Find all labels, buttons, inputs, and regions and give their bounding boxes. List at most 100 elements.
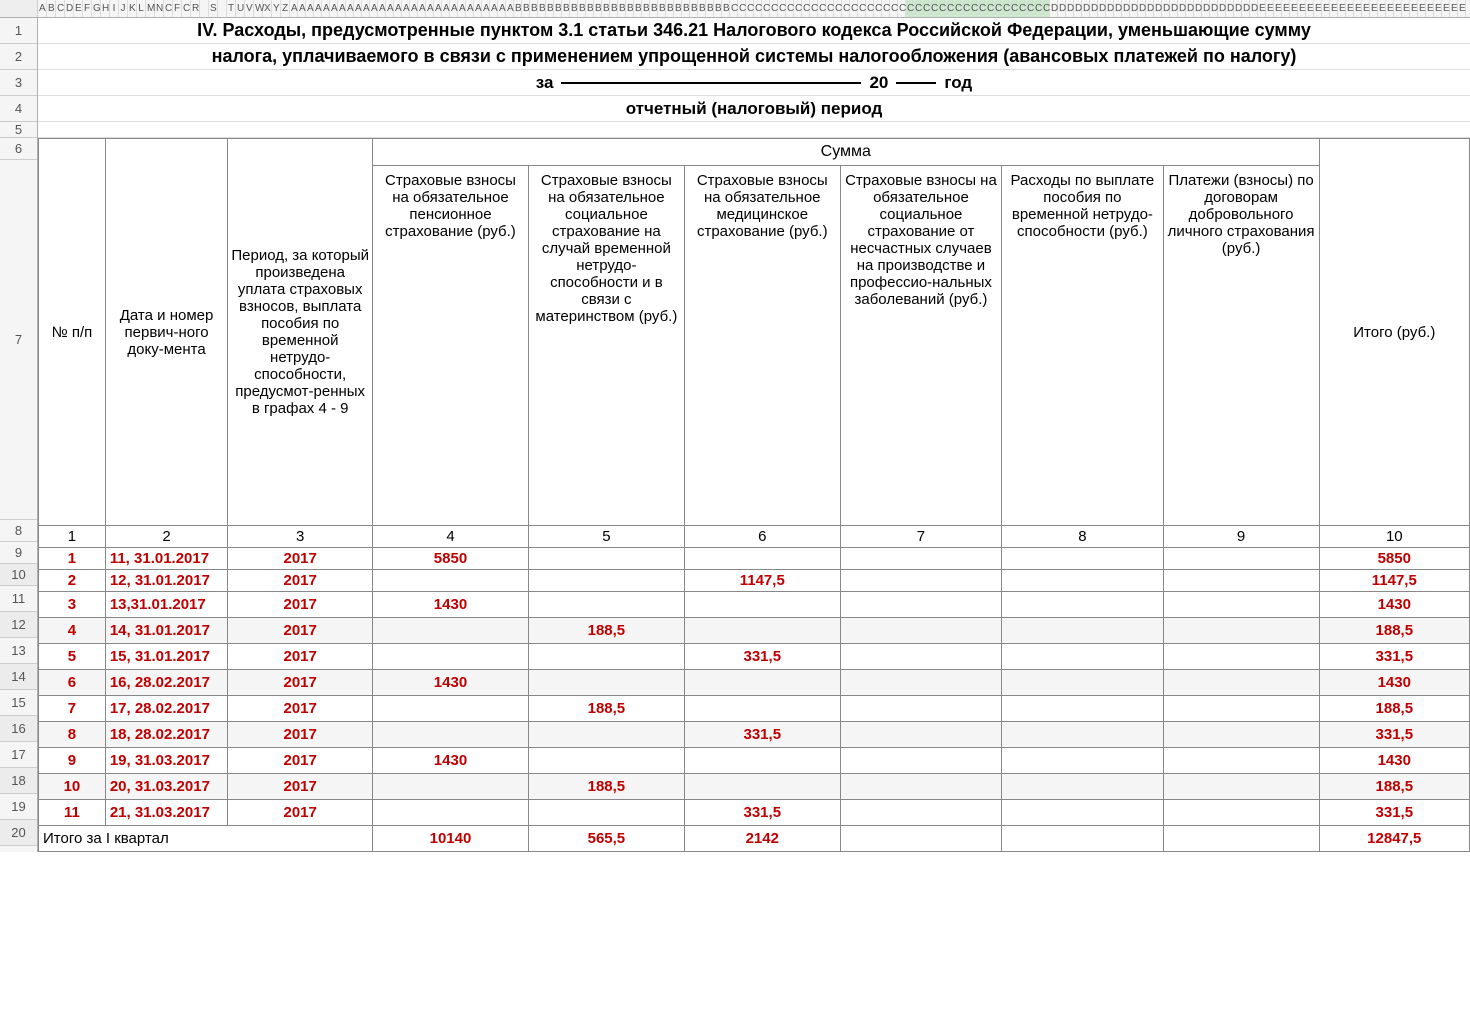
col-letter[interactable]: T — [227, 0, 236, 17]
col-letter[interactable]: E — [1458, 0, 1466, 17]
col-letter[interactable]: C — [850, 0, 858, 17]
col-letter[interactable]: C — [794, 0, 802, 17]
cell[interactable] — [1163, 722, 1319, 748]
cell[interactable] — [1163, 696, 1319, 722]
col-letter[interactable]: B — [626, 0, 634, 17]
col-letter[interactable]: B — [714, 0, 722, 17]
col-letter[interactable]: E — [1418, 0, 1426, 17]
subtotal-cell[interactable] — [1163, 826, 1319, 852]
col-letter[interactable]: B — [618, 0, 626, 17]
col-letter[interactable]: C — [730, 0, 738, 17]
cell[interactable]: 2017 — [228, 774, 373, 800]
col-letter[interactable]: E — [1442, 0, 1450, 17]
col-letter[interactable]: E — [1354, 0, 1362, 17]
col-letter[interactable]: A — [410, 0, 418, 17]
col-letter[interactable]: C — [970, 0, 978, 17]
col-letter[interactable]: D — [1170, 0, 1178, 17]
col-letter[interactable]: E — [1402, 0, 1410, 17]
cell[interactable] — [840, 644, 1001, 670]
col-letter[interactable]: M — [146, 0, 155, 17]
col-letter[interactable]: A — [290, 0, 298, 17]
col-letter[interactable]: D — [1250, 0, 1258, 17]
cell[interactable] — [1002, 644, 1163, 670]
col-letter[interactable]: E — [1378, 0, 1386, 17]
cell[interactable] — [528, 722, 684, 748]
col-letter[interactable]: C — [826, 0, 834, 17]
subtotal-cell[interactable]: 12847,5 — [1319, 826, 1469, 852]
cell[interactable]: 188,5 — [528, 618, 684, 644]
col-letter[interactable]: B — [650, 0, 658, 17]
cell[interactable]: 2 — [39, 570, 106, 592]
col-letter[interactable]: C — [1018, 0, 1026, 17]
cell[interactable]: 8 — [39, 722, 106, 748]
col-letter[interactable]: K — [128, 0, 137, 17]
col-letter[interactable]: C — [962, 0, 970, 17]
row-number[interactable]: 7 — [0, 160, 37, 520]
col-letter[interactable]: C — [978, 0, 986, 17]
col-letter[interactable]: E — [1266, 0, 1274, 17]
col-letter[interactable]: E — [1386, 0, 1394, 17]
col-letter[interactable]: C — [802, 0, 810, 17]
col-letter[interactable]: D — [1058, 0, 1066, 17]
cell[interactable] — [684, 618, 840, 644]
col-letter[interactable]: E — [1306, 0, 1314, 17]
expenses-table[interactable]: № п/п Дата и номер первич-ного доку-мент… — [38, 138, 1470, 852]
col-letter[interactable]: C — [1042, 0, 1050, 17]
col-letter[interactable]: C — [164, 0, 173, 17]
col-letter[interactable]: D — [1130, 0, 1138, 17]
col-letter[interactable]: C — [762, 0, 770, 17]
col-letter[interactable]: E — [1410, 0, 1418, 17]
table-row[interactable]: 818, 28.02.20172017331,5331,5 — [39, 722, 1470, 748]
col-letter[interactable]: A — [402, 0, 410, 17]
cell[interactable] — [528, 592, 684, 618]
cell[interactable]: 188,5 — [528, 774, 684, 800]
cell[interactable] — [1163, 748, 1319, 774]
cell[interactable] — [528, 800, 684, 826]
sheet-area[interactable]: IV. Расходы, предусмотренные пунктом 3.1… — [38, 18, 1470, 852]
col-letter[interactable]: A — [338, 0, 346, 17]
col-letter[interactable]: A — [498, 0, 506, 17]
col-letter[interactable]: A — [442, 0, 450, 17]
row-number[interactable]: 8 — [0, 520, 37, 542]
col-letter[interactable]: C — [842, 0, 850, 17]
row-number[interactable]: 11 — [0, 586, 37, 612]
col-letter[interactable]: C — [818, 0, 826, 17]
row-number[interactable]: 10 — [0, 564, 37, 586]
col-letter[interactable]: A — [394, 0, 402, 17]
row-number[interactable]: 4 — [0, 96, 37, 122]
col-letter[interactable]: E — [1370, 0, 1378, 17]
col-letter[interactable]: C — [994, 0, 1002, 17]
cell[interactable] — [1002, 592, 1163, 618]
cell[interactable] — [840, 570, 1001, 592]
col-letter[interactable]: B — [562, 0, 570, 17]
col-letter[interactable]: C — [754, 0, 762, 17]
col-letter[interactable]: A — [370, 0, 378, 17]
cell[interactable] — [373, 774, 529, 800]
subtotal-row[interactable]: Итого за I квартал10140565,5214212847,5 — [39, 826, 1470, 852]
table-row[interactable]: 1121, 31.03.20172017331,5331,5 — [39, 800, 1470, 826]
col-letter[interactable]: C — [778, 0, 786, 17]
col-letter[interactable]: B — [698, 0, 706, 17]
col-letter[interactable]: D — [1090, 0, 1098, 17]
col-letter[interactable]: D — [1162, 0, 1170, 17]
col-letter[interactable]: C — [986, 0, 994, 17]
col-letter[interactable]: E — [1322, 0, 1330, 17]
col-letter[interactable]: A — [354, 0, 362, 17]
cell[interactable] — [528, 548, 684, 570]
cell[interactable]: 1147,5 — [684, 570, 840, 592]
table-row[interactable]: 919, 31.03.2017201714301430 — [39, 748, 1470, 774]
col-letter[interactable]: R — [191, 0, 200, 17]
cell[interactable] — [1163, 592, 1319, 618]
col-letter[interactable]: D — [1154, 0, 1162, 17]
cell[interactable] — [840, 748, 1001, 774]
cell[interactable]: 5 — [39, 644, 106, 670]
row-number[interactable]: 9 — [0, 542, 37, 564]
col-letter[interactable]: B — [610, 0, 618, 17]
cell[interactable] — [1163, 618, 1319, 644]
col-letter[interactable]: B — [634, 0, 642, 17]
row-number[interactable]: 6 — [0, 138, 37, 160]
col-letter[interactable]: V — [245, 0, 254, 17]
table-row[interactable]: 515, 31.01.20172017331,5331,5 — [39, 644, 1470, 670]
col-letter[interactable]: E — [1450, 0, 1458, 17]
col-letter[interactable]: Z — [281, 0, 290, 17]
